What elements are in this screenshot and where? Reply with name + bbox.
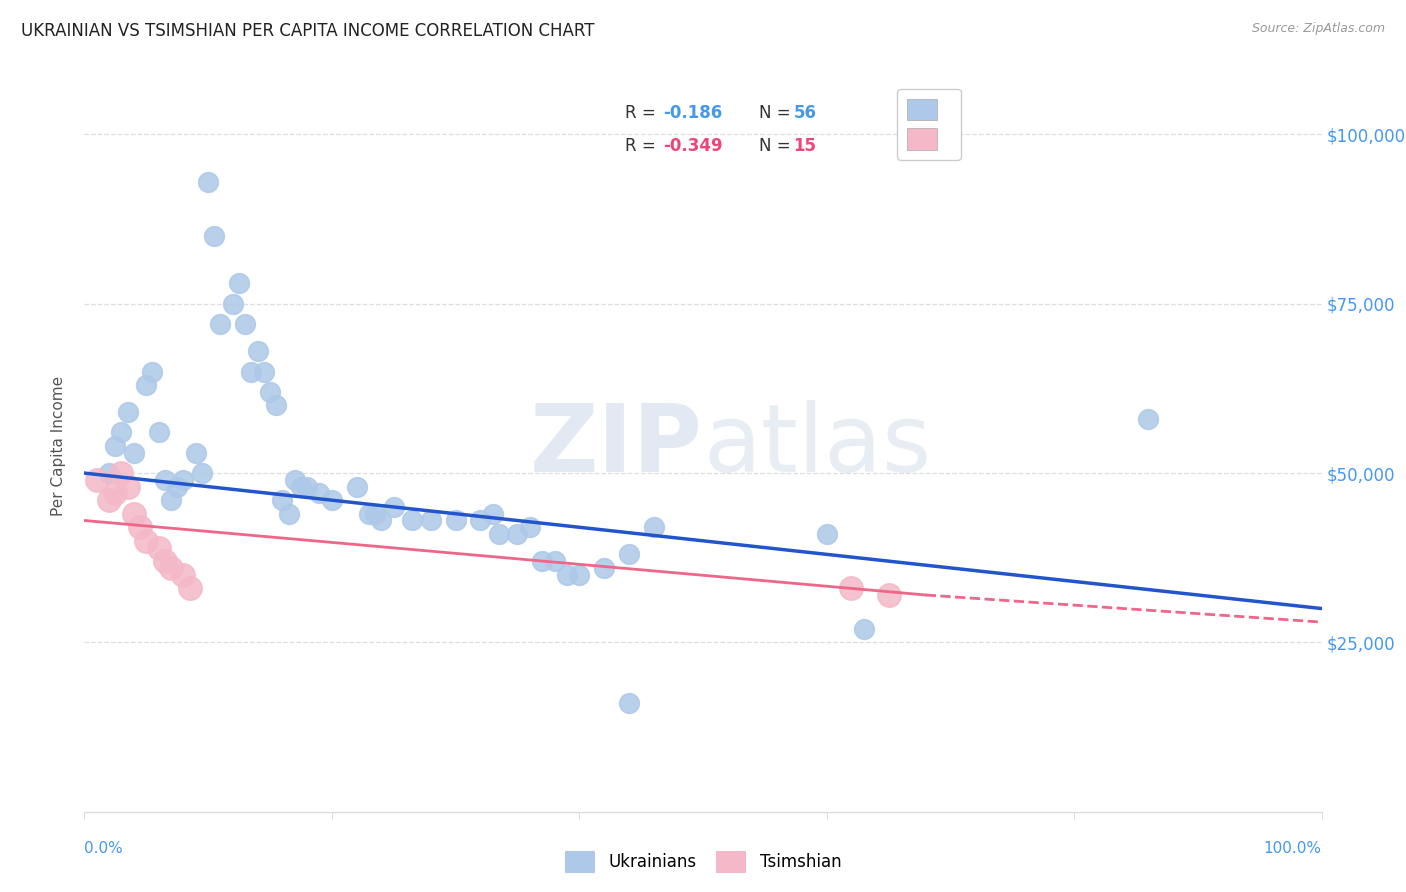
Point <box>172 473 194 487</box>
Point <box>110 425 132 440</box>
Point <box>643 520 665 534</box>
Point <box>98 466 121 480</box>
Text: -0.349: -0.349 <box>664 137 723 155</box>
Point <box>470 514 492 528</box>
Point <box>321 493 343 508</box>
Point <box>382 500 405 514</box>
Point <box>253 364 276 378</box>
Text: R =: R = <box>626 104 661 122</box>
Point <box>277 507 299 521</box>
Point <box>357 507 380 521</box>
Point <box>346 480 368 494</box>
Point <box>86 473 108 487</box>
Point <box>148 541 170 555</box>
Point <box>271 493 294 508</box>
Text: N =: N = <box>759 137 796 155</box>
Point <box>264 398 287 412</box>
Text: 100.0%: 100.0% <box>1264 841 1322 856</box>
Point <box>617 697 640 711</box>
Point <box>290 480 312 494</box>
Point <box>815 527 838 541</box>
Point <box>240 364 263 378</box>
Text: ZIP: ZIP <box>530 400 703 492</box>
Text: atlas: atlas <box>703 400 931 492</box>
Text: UKRAINIAN VS TSIMSHIAN PER CAPITA INCOME CORRELATION CHART: UKRAINIAN VS TSIMSHIAN PER CAPITA INCOME… <box>21 22 595 40</box>
Point <box>122 507 145 521</box>
Point <box>160 561 183 575</box>
Text: N =: N = <box>759 104 796 122</box>
Point <box>153 554 176 568</box>
Point <box>222 297 245 311</box>
Point <box>877 588 900 602</box>
Point <box>444 514 467 528</box>
Point <box>209 317 232 331</box>
Point <box>308 486 330 500</box>
Point <box>141 364 163 378</box>
Point <box>295 480 318 494</box>
Point <box>160 493 183 508</box>
Point <box>202 229 225 244</box>
Point <box>852 622 875 636</box>
Point <box>104 486 127 500</box>
Point <box>179 581 201 595</box>
Point <box>481 507 503 521</box>
Point <box>148 425 170 440</box>
Point <box>370 514 392 528</box>
Point <box>568 567 591 582</box>
Text: 56: 56 <box>793 104 817 122</box>
Point <box>191 466 214 480</box>
Text: 0.0%: 0.0% <box>84 841 124 856</box>
Text: 15: 15 <box>793 137 817 155</box>
Point <box>117 480 139 494</box>
Point <box>110 466 132 480</box>
Point <box>166 480 188 494</box>
Point <box>259 384 281 399</box>
Point <box>135 378 157 392</box>
Text: R =: R = <box>626 137 661 155</box>
Point <box>419 514 441 528</box>
Point <box>617 547 640 561</box>
Point <box>172 567 194 582</box>
Point <box>104 439 127 453</box>
Point <box>488 527 510 541</box>
Point <box>401 514 423 528</box>
Point <box>364 507 387 521</box>
Point <box>284 473 307 487</box>
Point <box>228 277 250 291</box>
Point <box>129 520 152 534</box>
Text: Source: ZipAtlas.com: Source: ZipAtlas.com <box>1251 22 1385 36</box>
Point <box>135 533 157 548</box>
Text: -0.186: -0.186 <box>664 104 723 122</box>
Y-axis label: Per Capita Income: Per Capita Income <box>51 376 66 516</box>
Point <box>122 446 145 460</box>
Point <box>197 175 219 189</box>
Legend: Ukrainians, Tsimshian: Ukrainians, Tsimshian <box>558 845 848 880</box>
Point <box>506 527 529 541</box>
Point <box>593 561 616 575</box>
Point <box>153 473 176 487</box>
Point <box>1137 412 1160 426</box>
Point <box>519 520 541 534</box>
Point <box>246 344 269 359</box>
Point <box>184 446 207 460</box>
Point <box>233 317 256 331</box>
Point <box>117 405 139 419</box>
Point <box>531 554 554 568</box>
Point <box>555 567 578 582</box>
Point <box>543 554 565 568</box>
Point <box>841 581 863 595</box>
Point <box>98 493 121 508</box>
Legend: , : , <box>897 88 960 160</box>
